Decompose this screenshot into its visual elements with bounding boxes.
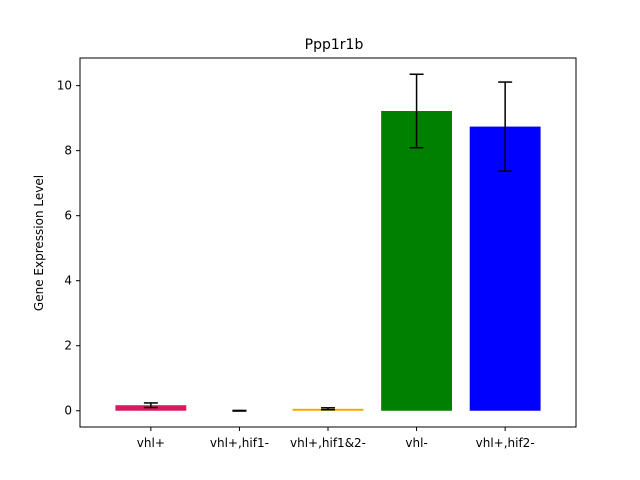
x-tick-label-0: vhl+ [137,436,165,450]
x-tick-label-3: vhl- [405,436,427,450]
plot-area: vhl+ vhl+,hif1- vhl+,hif1&2- vhl-vhl+,hif2-… [57,57,577,450]
x-tick-label-1: vhl+,hif1- [210,436,269,450]
bar-4 [469,126,541,411]
x-tick-label-4: vhl+,hif2- [476,436,535,450]
y-tick-label-0: 0 [64,404,72,418]
y-tick-label-2: 4 [64,274,72,288]
y-tick-label-5: 10 [57,79,72,93]
y-tick-label-1: 2 [64,339,72,353]
x-tick-label-2: vhl+,hif1&2- [290,436,366,450]
chart-title: Ppp1r1b [305,37,364,53]
y-tick-label-3: 6 [64,209,72,223]
y-axis-label: Gene Expression Level [32,175,46,311]
bar-3 [381,110,452,411]
y-tick-label-4: 8 [64,144,72,158]
axes-frame [79,57,577,428]
